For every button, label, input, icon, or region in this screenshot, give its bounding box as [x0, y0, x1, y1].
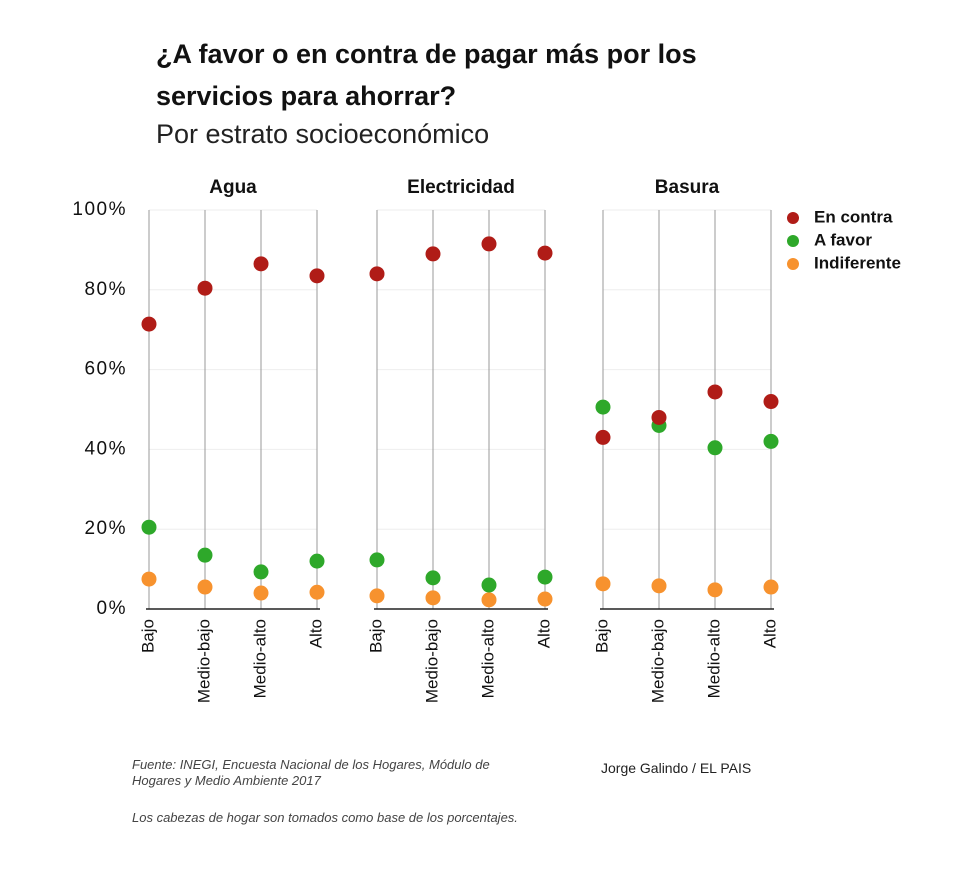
dot	[197, 579, 213, 595]
dot	[651, 578, 667, 594]
dot	[481, 236, 497, 252]
dot	[425, 590, 441, 606]
dot	[369, 552, 385, 568]
legend-label: Indiferente	[814, 253, 901, 272]
dot	[763, 579, 779, 595]
dot	[763, 394, 779, 410]
x-tick-label: Medio-alto	[478, 619, 497, 698]
dot	[763, 433, 779, 449]
dot	[309, 584, 325, 600]
credit: Jorge Galindo / EL PAIS	[601, 760, 752, 776]
x-tick-label: Alto	[534, 619, 553, 648]
x-tick-label: Medio-bajo	[194, 619, 213, 703]
dot	[537, 591, 553, 607]
y-tick-label: 40%	[84, 438, 127, 459]
dot	[707, 384, 723, 400]
dot	[425, 246, 441, 262]
legend-marker	[787, 212, 799, 224]
dot	[253, 256, 269, 272]
dot	[309, 268, 325, 284]
dot	[707, 582, 723, 598]
x-tick-label: Medio-bajo	[648, 619, 667, 703]
x-tick-label: Bajo	[138, 619, 157, 653]
dot	[595, 429, 611, 445]
dot	[595, 399, 611, 415]
note: Los cabezas de hogar son tomados como ba…	[132, 810, 518, 825]
dot	[481, 577, 497, 593]
dot	[141, 316, 157, 332]
dot	[481, 592, 497, 608]
dot	[425, 570, 441, 586]
y-tick-label: 0%	[97, 598, 127, 619]
y-tick-label: 80%	[84, 279, 127, 300]
legend-label: En contra	[814, 207, 893, 226]
x-tick-label: Alto	[306, 619, 325, 648]
panel-title: Electricidad	[407, 177, 515, 198]
dot	[253, 564, 269, 580]
x-tick-label: Bajo	[366, 619, 385, 653]
y-tick-label: 20%	[84, 518, 127, 539]
y-tick-label: 100%	[72, 199, 127, 220]
dot	[707, 440, 723, 456]
dot	[537, 245, 553, 261]
dot	[651, 409, 667, 425]
dot	[253, 585, 269, 601]
dot	[141, 571, 157, 587]
chart-subtitle: Por estrato socioeconómico	[156, 119, 489, 149]
x-tick-label: Bajo	[592, 619, 611, 653]
dot	[309, 553, 325, 569]
legend-marker	[787, 258, 799, 270]
dot	[197, 280, 213, 296]
dot	[595, 576, 611, 592]
x-tick-label: Alto	[760, 619, 779, 648]
x-tick-label: Medio-alto	[704, 619, 723, 698]
x-tick-label: Medio-bajo	[422, 619, 441, 703]
x-tick-label: Medio-alto	[250, 619, 269, 698]
legend-marker	[787, 235, 799, 247]
source: Fuente: INEGI, Encuesta Nacional de los …	[132, 757, 490, 788]
y-tick-label: 60%	[84, 359, 127, 380]
legend-label: A favor	[814, 230, 872, 249]
dot	[141, 519, 157, 535]
dot	[369, 266, 385, 282]
chart-title: ¿A favor o en contra de pagar más por lo…	[156, 39, 697, 111]
panel-title: Agua	[209, 177, 257, 198]
dot	[537, 569, 553, 585]
dot	[197, 547, 213, 563]
panel-title: Basura	[655, 177, 720, 198]
dot	[369, 588, 385, 604]
